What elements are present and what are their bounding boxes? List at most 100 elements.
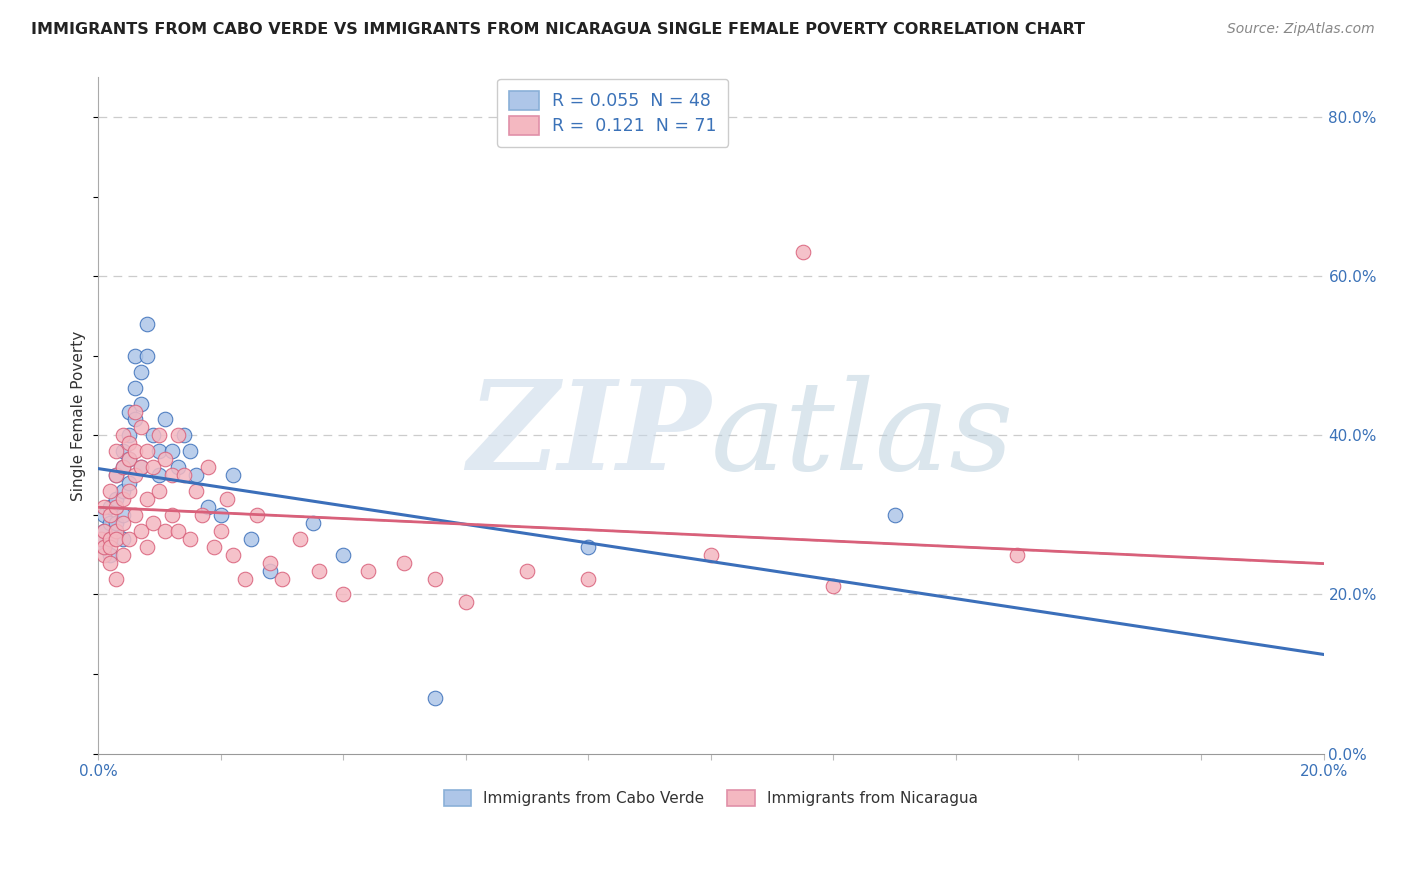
Point bbox=[129, 396, 152, 410]
Point bbox=[136, 349, 159, 363]
Point bbox=[124, 444, 146, 458]
Point bbox=[166, 524, 188, 538]
Point bbox=[124, 508, 146, 522]
Point bbox=[118, 452, 141, 467]
Point bbox=[98, 556, 121, 570]
Point bbox=[215, 491, 238, 506]
Point bbox=[105, 524, 128, 538]
Point bbox=[98, 500, 121, 514]
Point bbox=[823, 579, 845, 593]
Point bbox=[98, 516, 121, 530]
Point bbox=[222, 548, 245, 562]
Point bbox=[173, 468, 195, 483]
Point bbox=[90, 532, 112, 546]
Point bbox=[118, 436, 141, 450]
Text: ZIP: ZIP bbox=[467, 375, 711, 497]
Point bbox=[179, 444, 201, 458]
Point bbox=[105, 468, 128, 483]
Point bbox=[233, 572, 256, 586]
Point bbox=[111, 460, 134, 475]
Point bbox=[105, 468, 128, 483]
Point bbox=[204, 540, 226, 554]
Point bbox=[148, 428, 170, 442]
Legend: Immigrants from Cabo Verde, Immigrants from Nicaragua: Immigrants from Cabo Verde, Immigrants f… bbox=[436, 782, 986, 814]
Point bbox=[166, 460, 188, 475]
Point bbox=[124, 412, 146, 426]
Point bbox=[259, 564, 281, 578]
Point bbox=[160, 468, 183, 483]
Point bbox=[136, 444, 159, 458]
Point bbox=[423, 572, 446, 586]
Point bbox=[290, 532, 312, 546]
Point bbox=[142, 460, 165, 475]
Text: Source: ZipAtlas.com: Source: ZipAtlas.com bbox=[1227, 22, 1375, 37]
Point bbox=[105, 444, 128, 458]
Point bbox=[98, 508, 121, 522]
Point bbox=[111, 444, 134, 458]
Point bbox=[118, 532, 141, 546]
Point bbox=[332, 587, 354, 601]
Point bbox=[111, 483, 134, 498]
Point bbox=[160, 444, 183, 458]
Point bbox=[118, 428, 141, 442]
Point bbox=[98, 532, 121, 546]
Point bbox=[184, 483, 207, 498]
Point bbox=[240, 532, 263, 546]
Point bbox=[209, 508, 232, 522]
Point bbox=[111, 428, 134, 442]
Point bbox=[259, 556, 281, 570]
Point bbox=[142, 516, 165, 530]
Point bbox=[136, 317, 159, 331]
Point bbox=[700, 548, 723, 562]
Point bbox=[129, 460, 152, 475]
Point bbox=[111, 532, 134, 546]
Point bbox=[308, 564, 330, 578]
Point bbox=[155, 524, 177, 538]
Point bbox=[93, 508, 115, 522]
Point bbox=[246, 508, 269, 522]
Point bbox=[184, 468, 207, 483]
Point bbox=[90, 532, 112, 546]
Point bbox=[155, 452, 177, 467]
Point bbox=[105, 491, 128, 506]
Point bbox=[423, 690, 446, 705]
Point bbox=[576, 572, 599, 586]
Point bbox=[356, 564, 378, 578]
Point bbox=[454, 595, 477, 609]
Point bbox=[197, 460, 219, 475]
Point bbox=[301, 516, 323, 530]
Point bbox=[93, 548, 115, 562]
Point bbox=[111, 491, 134, 506]
Point bbox=[118, 452, 141, 467]
Point bbox=[93, 540, 115, 554]
Point bbox=[166, 428, 188, 442]
Point bbox=[105, 524, 128, 538]
Point bbox=[111, 516, 134, 530]
Point bbox=[209, 524, 232, 538]
Point bbox=[394, 556, 416, 570]
Point bbox=[129, 460, 152, 475]
Point bbox=[105, 500, 128, 514]
Point bbox=[1005, 548, 1028, 562]
Point bbox=[332, 548, 354, 562]
Point bbox=[105, 572, 128, 586]
Text: IMMIGRANTS FROM CABO VERDE VS IMMIGRANTS FROM NICARAGUA SINGLE FEMALE POVERTY CO: IMMIGRANTS FROM CABO VERDE VS IMMIGRANTS… bbox=[31, 22, 1085, 37]
Point bbox=[191, 508, 214, 522]
Point bbox=[105, 532, 128, 546]
Point bbox=[124, 404, 146, 418]
Point bbox=[129, 420, 152, 434]
Point bbox=[124, 349, 146, 363]
Point bbox=[118, 483, 141, 498]
Point bbox=[98, 483, 121, 498]
Point bbox=[124, 468, 146, 483]
Point bbox=[136, 540, 159, 554]
Point bbox=[129, 524, 152, 538]
Point bbox=[173, 428, 195, 442]
Point bbox=[142, 428, 165, 442]
Point bbox=[576, 540, 599, 554]
Point bbox=[98, 548, 121, 562]
Point bbox=[93, 540, 115, 554]
Point bbox=[118, 476, 141, 491]
Point bbox=[222, 468, 245, 483]
Point bbox=[155, 412, 177, 426]
